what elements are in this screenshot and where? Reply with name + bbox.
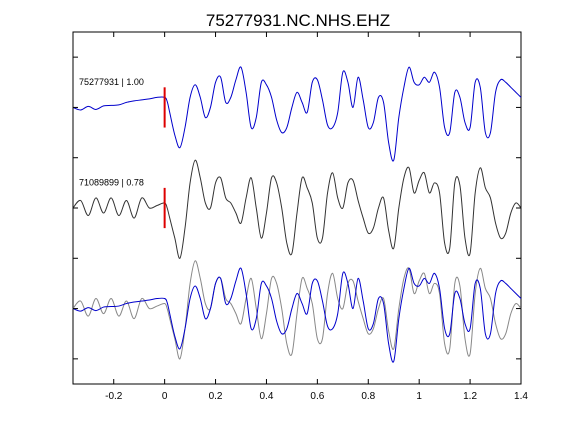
x-axis-ticks: -0.2 0 0.2 0.4 0.6 0.8 1 1.2 1.4 [105, 32, 528, 402]
axes-frame [72, 31, 522, 385]
y-axis-ticks [73, 56, 521, 360]
x-tick-label-2: 0.2 [209, 391, 223, 402]
trace-label-1: 71089899 | 0.78 [79, 177, 144, 187]
x-tick-label-1: 0 [162, 391, 168, 402]
trace-labels-group: 75277931 | 1.00 71089899 | 0.78 [79, 77, 144, 188]
trace-line-1 [72, 159, 522, 259]
trace-label-0: 75277931 | 1.00 [79, 77, 144, 87]
x-tick-label-8: 1.4 [514, 391, 528, 402]
x-tick-label-3: 0.4 [260, 391, 274, 402]
chart-title: 75277931.NC.NHS.EHZ [206, 11, 390, 30]
x-tick-label-6: 1 [416, 391, 422, 402]
plot-area: 75277931 | 1.00 71089899 | 0.78 -0.2 0 0.2 0… [72, 31, 528, 402]
x-tick-label-0: -0.2 [105, 391, 123, 402]
trace-line-3 [72, 267, 522, 363]
trace-line-0 [72, 66, 522, 162]
x-tick-label-7: 1.2 [463, 391, 477, 402]
x-tick-label-4: 0.6 [310, 391, 324, 402]
x-tick-label-5: 0.8 [361, 391, 375, 402]
traces-group [72, 66, 522, 363]
